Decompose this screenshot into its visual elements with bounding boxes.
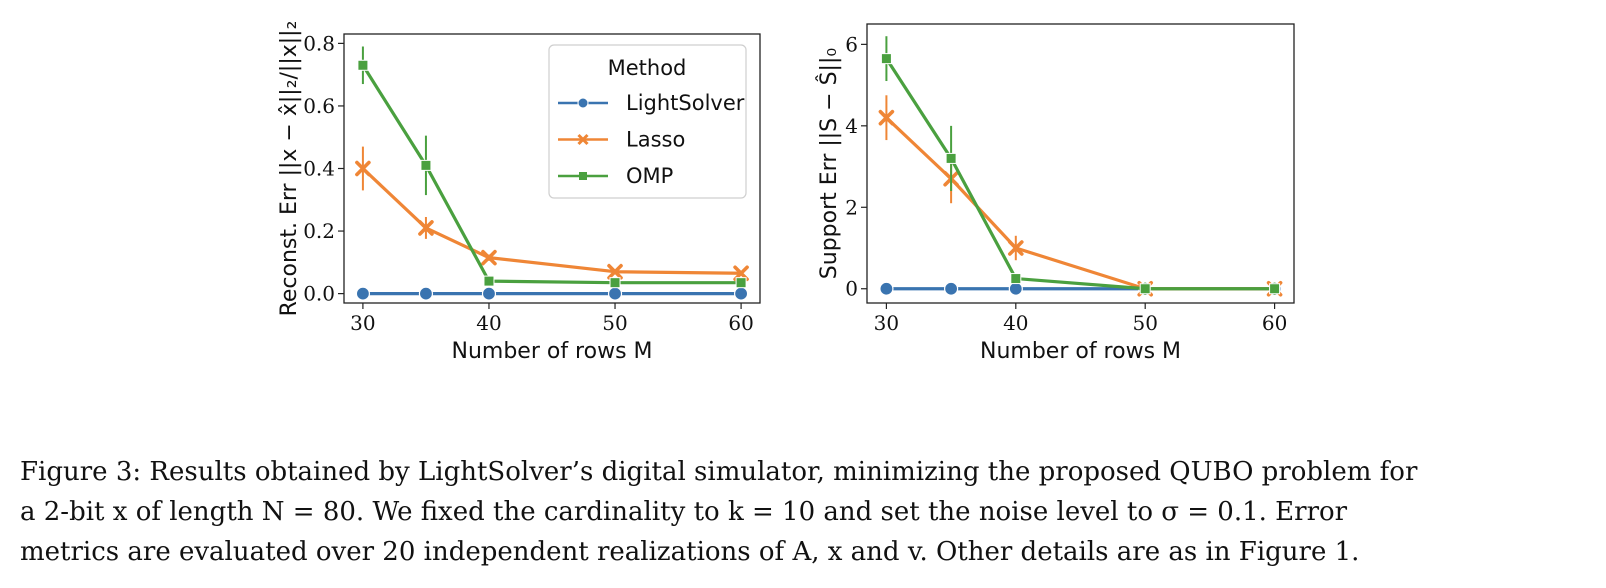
y-tick-label: 4 bbox=[845, 114, 858, 138]
data-point-marker bbox=[420, 159, 432, 171]
x-axis-label: Number of rows M bbox=[451, 339, 652, 364]
data-point-marker bbox=[878, 109, 895, 126]
x-axis-label: Number of rows M bbox=[980, 339, 1181, 364]
series-omp bbox=[357, 46, 747, 289]
data-point-marker bbox=[357, 59, 369, 71]
data-point-marker bbox=[418, 220, 434, 236]
x-tick-label: 40 bbox=[1003, 311, 1028, 335]
legend-label: LightSolver bbox=[626, 91, 745, 115]
series-lasso bbox=[878, 95, 1283, 297]
y-tick-label: 0.4 bbox=[303, 157, 335, 181]
y-tick-label: 0.0 bbox=[303, 282, 335, 306]
reconstruction-error-plot: 30 40 50 60 0.0 0.2 0.4 0.6 0.8 Number of rows M R… bbox=[277, 21, 761, 364]
x-tick-label: 30 bbox=[874, 311, 899, 335]
data-point-marker bbox=[481, 286, 497, 301]
y-tick-label: 2 bbox=[845, 195, 858, 219]
legend-title: Method bbox=[608, 56, 687, 80]
plot-frame bbox=[866, 23, 1295, 304]
data-point-marker bbox=[418, 286, 434, 301]
x-tick-label: 60 bbox=[728, 311, 753, 335]
data-point-marker bbox=[483, 275, 495, 287]
data-point-marker bbox=[733, 286, 749, 301]
data-point-marker bbox=[879, 281, 894, 296]
data-point-marker bbox=[355, 286, 371, 301]
support-error-plot: 30 40 50 60 0 2 4 6 Number of rows M Support Err … bbox=[816, 23, 1295, 364]
data-point-marker bbox=[1010, 273, 1022, 285]
legend-box bbox=[548, 44, 747, 199]
data-point-marker bbox=[1139, 283, 1151, 295]
legend: Method LightSolver Lasso OMP bbox=[548, 44, 747, 199]
data-point-marker bbox=[355, 160, 371, 177]
x-tick-label: 30 bbox=[350, 311, 375, 335]
data-point-marker bbox=[945, 152, 957, 164]
y-tick-label: 6 bbox=[845, 32, 858, 56]
y-axis-label: Support Err ||S − Ŝ||₀ bbox=[816, 48, 842, 280]
caption-line-1: Figure 3: Results obtained by LightSolve… bbox=[20, 457, 1418, 487]
caption-line-2: a 2-bit x of length N = 80. We fixed the… bbox=[20, 497, 1348, 527]
series-line bbox=[885, 116, 1275, 291]
series-omp bbox=[880, 36, 1281, 295]
data-point-marker bbox=[735, 277, 747, 289]
x-tick-label: 60 bbox=[1262, 311, 1287, 335]
y-tick-label: 0.2 bbox=[303, 219, 335, 243]
series-lightsolver bbox=[355, 286, 749, 301]
y-tick-label: 0.8 bbox=[303, 31, 335, 55]
data-point-marker bbox=[481, 249, 497, 266]
legend-label: OMP bbox=[626, 164, 673, 188]
figure-caption: Figure 3: Results obtained by LightSolve… bbox=[20, 452, 1590, 572]
caption-line-3: metrics are evaluated over 20 independen… bbox=[20, 537, 1360, 567]
series-lasso bbox=[355, 146, 749, 282]
data-point-marker bbox=[1269, 283, 1281, 295]
data-point-marker bbox=[607, 286, 623, 301]
data-point-marker bbox=[944, 281, 959, 296]
data-point-marker bbox=[1008, 240, 1024, 256]
x-tick-label: 50 bbox=[1132, 311, 1157, 335]
x-tick-label: 50 bbox=[602, 311, 627, 335]
data-point-marker bbox=[880, 53, 892, 65]
data-point-marker bbox=[1008, 281, 1023, 296]
y-axis-label: Reconst. Err ||x − x̂||₂/||x||₂ bbox=[277, 21, 302, 317]
data-point-marker bbox=[609, 277, 621, 289]
legend-marker bbox=[579, 172, 587, 180]
legend-label: Lasso bbox=[626, 128, 685, 152]
legend-marker bbox=[577, 133, 589, 146]
y-tick-label: 0 bbox=[845, 277, 858, 301]
y-tick-label: 0.6 bbox=[303, 94, 335, 118]
legend-marker bbox=[577, 97, 589, 109]
x-tick-label: 40 bbox=[476, 311, 501, 335]
data-point-marker bbox=[607, 263, 623, 280]
